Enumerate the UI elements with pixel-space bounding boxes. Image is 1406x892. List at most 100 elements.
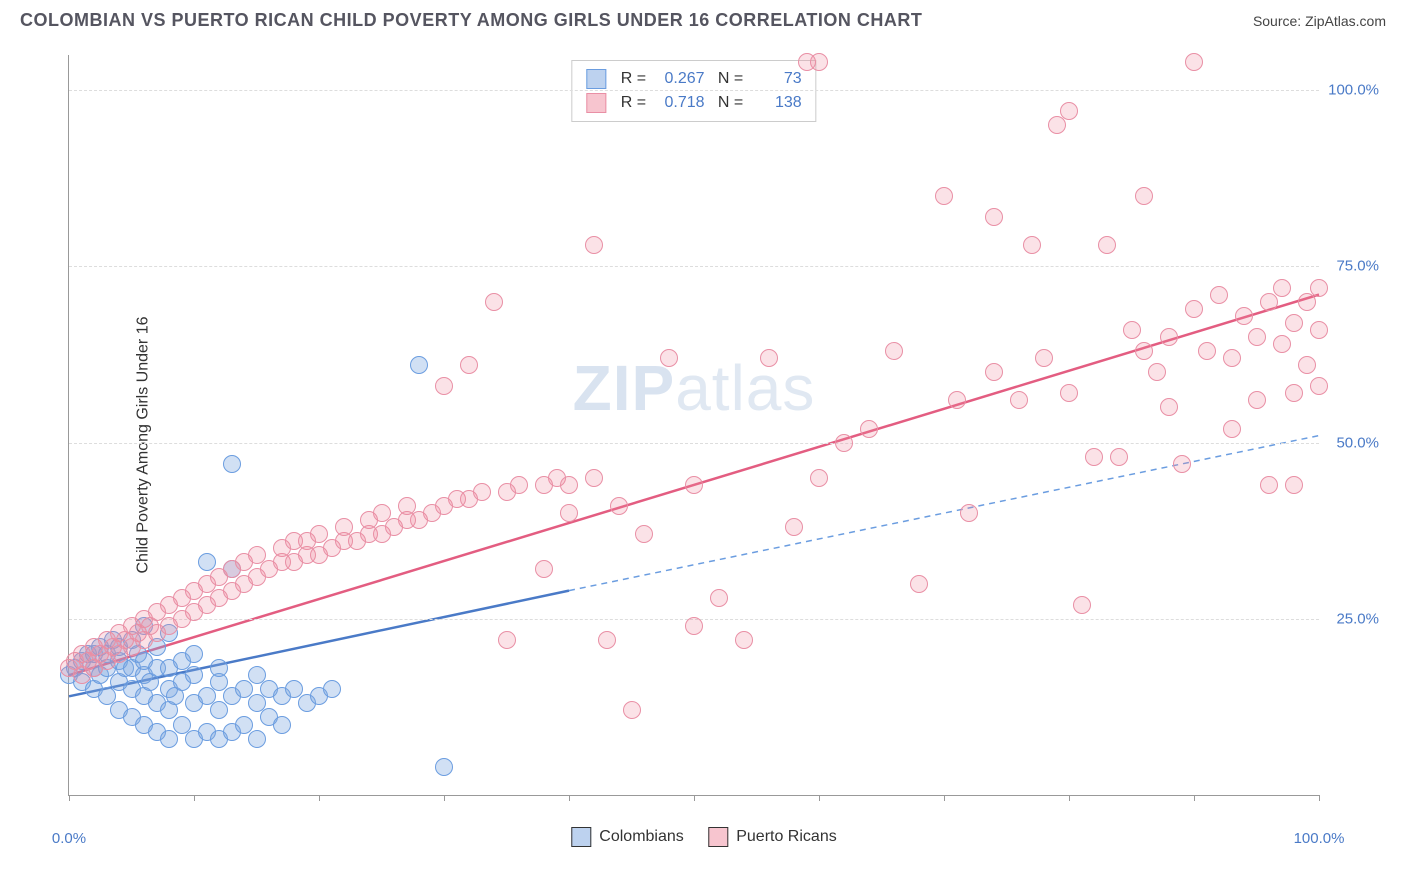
legend-label-pr: Puerto Ricans — [736, 828, 837, 845]
data-point — [1285, 476, 1303, 494]
data-point — [935, 187, 953, 205]
data-point — [1160, 398, 1178, 416]
data-point — [1123, 321, 1141, 339]
data-point — [1235, 307, 1253, 325]
gridline-h — [69, 266, 1319, 267]
data-point — [160, 730, 178, 748]
y-tick-label: 75.0% — [1336, 258, 1379, 275]
data-point — [1135, 342, 1153, 360]
data-point — [1098, 236, 1116, 254]
data-point — [598, 631, 616, 649]
x-tick-mark — [1319, 795, 1320, 801]
data-point — [435, 377, 453, 395]
x-tick-mark — [694, 795, 695, 801]
x-tick-mark — [569, 795, 570, 801]
data-point — [1273, 279, 1291, 297]
data-point — [273, 716, 291, 734]
legend-bottom: Colombians Puerto Ricans — [551, 827, 836, 847]
gridline-h — [69, 443, 1319, 444]
x-tick-mark — [69, 795, 70, 801]
data-point — [910, 575, 928, 593]
n-value-pr: 138 — [748, 91, 802, 115]
data-point — [1273, 335, 1291, 353]
data-point — [210, 659, 228, 677]
y-tick-label: 25.0% — [1336, 610, 1379, 627]
data-point — [710, 589, 728, 607]
data-point — [860, 420, 878, 438]
data-point — [1185, 300, 1203, 318]
data-point — [960, 504, 978, 522]
data-point — [1198, 342, 1216, 360]
x-tick-mark — [319, 795, 320, 801]
data-point — [473, 483, 491, 501]
data-point — [1298, 293, 1316, 311]
data-point — [685, 476, 703, 494]
trend-line — [569, 436, 1319, 591]
data-point — [435, 758, 453, 776]
data-point — [1035, 349, 1053, 367]
data-point — [560, 476, 578, 494]
data-point — [835, 434, 853, 452]
data-point — [985, 208, 1003, 226]
data-point — [1210, 286, 1228, 304]
data-point — [1148, 363, 1166, 381]
n-value-col: 73 — [748, 67, 802, 91]
data-point — [460, 356, 478, 374]
x-tick-mark — [1069, 795, 1070, 801]
x-tick-mark — [444, 795, 445, 801]
x-tick-label: 0.0% — [52, 830, 86, 847]
header: COLOMBIAN VS PUERTO RICAN CHILD POVERTY … — [0, 0, 1406, 36]
source-attribution: Source: ZipAtlas.com — [1253, 13, 1386, 29]
data-point — [560, 504, 578, 522]
data-point — [685, 617, 703, 635]
data-point — [1023, 236, 1041, 254]
data-point — [510, 476, 528, 494]
legend-swatch-pink-icon — [708, 827, 728, 847]
data-point — [323, 680, 341, 698]
y-tick-label: 100.0% — [1328, 82, 1379, 99]
chart-container: Child Poverty Among Girls Under 16 ZIPat… — [20, 45, 1386, 845]
data-point — [485, 293, 503, 311]
data-point — [1010, 391, 1028, 409]
plot-area: ZIPatlas R = 0.267 N = 73 R = 0.718 N = … — [68, 55, 1319, 796]
data-point — [585, 236, 603, 254]
data-point — [1110, 448, 1128, 466]
swatch-blue-icon — [586, 69, 606, 89]
data-point — [785, 518, 803, 536]
data-point — [1223, 420, 1241, 438]
x-tick-mark — [819, 795, 820, 801]
data-point — [735, 631, 753, 649]
data-point — [1298, 356, 1316, 374]
data-point — [1310, 321, 1328, 339]
x-tick-mark — [944, 795, 945, 801]
data-point — [885, 342, 903, 360]
data-point — [1310, 377, 1328, 395]
data-point — [498, 631, 516, 649]
y-tick-label: 50.0% — [1336, 434, 1379, 451]
legend-label-col: Colombians — [599, 828, 683, 845]
data-point — [985, 363, 1003, 381]
data-point — [585, 469, 603, 487]
data-point — [223, 455, 241, 473]
x-tick-mark — [1194, 795, 1195, 801]
data-point — [1185, 53, 1203, 71]
data-point — [410, 356, 428, 374]
x-tick-label: 100.0% — [1294, 830, 1345, 847]
r-value-pr: 0.718 — [651, 91, 705, 115]
legend-swatch-blue-icon — [571, 827, 591, 847]
data-point — [1160, 328, 1178, 346]
data-point — [248, 730, 266, 748]
stats-row-colombians: R = 0.267 N = 73 — [586, 67, 801, 91]
data-point — [760, 349, 778, 367]
data-point — [948, 391, 966, 409]
r-value-col: 0.267 — [651, 67, 705, 91]
data-point — [1048, 116, 1066, 134]
gridline-h — [69, 90, 1319, 91]
data-point — [1060, 384, 1078, 402]
data-point — [535, 560, 553, 578]
data-point — [635, 525, 653, 543]
data-point — [810, 469, 828, 487]
data-point — [1073, 596, 1091, 614]
chart-title: COLOMBIAN VS PUERTO RICAN CHILD POVERTY … — [20, 10, 922, 31]
data-point — [185, 645, 203, 663]
